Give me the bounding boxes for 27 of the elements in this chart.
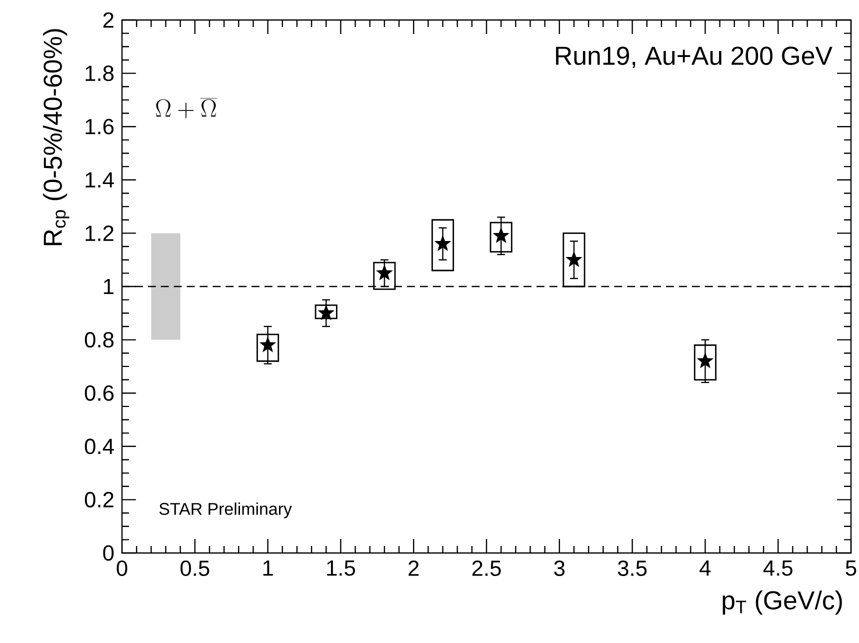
y-tick-label: 0.6 bbox=[84, 385, 114, 401]
x-tick-label: 4.5 bbox=[763, 560, 792, 576]
y-tick-label: 1.6 bbox=[86, 118, 114, 134]
x-tick-label: 3 bbox=[554, 560, 565, 576]
y-tick-label: 1.2 bbox=[86, 226, 114, 241]
x-tick-label: 0 bbox=[116, 560, 128, 576]
x-tick-label: 2 bbox=[408, 560, 419, 576]
x-tick-label: 5 bbox=[846, 560, 856, 576]
annotation: $\Omega + \overline{\Omega}$ bbox=[156, 98, 217, 118]
y-tick-label: 0 bbox=[103, 545, 114, 561]
y-tick-label: 2 bbox=[103, 12, 114, 28]
y-tick-label: 1.8 bbox=[86, 66, 114, 82]
annotation: STAR Preliminary bbox=[159, 502, 292, 518]
y-tick-label: 1.4 bbox=[86, 172, 114, 188]
y-tick-label: 0.4 bbox=[84, 438, 114, 454]
y-tick-label: 0.8 bbox=[84, 332, 114, 348]
x-tick-label: 1 bbox=[263, 560, 273, 576]
x-tick-label: 2.5 bbox=[472, 560, 501, 576]
y-tick-label: 0.2 bbox=[84, 492, 114, 508]
annotation: Run19, Au+Au 200 GeV bbox=[556, 46, 832, 68]
y-tick-label: 1 bbox=[104, 278, 114, 294]
x-tick-label: 4 bbox=[700, 560, 711, 576]
x-axis-title: p$_{T}$ (GeV/c) bbox=[722, 590, 842, 615]
x-tick-label: 3.5 bbox=[618, 560, 647, 576]
y-axis-title: R$_{cp}$ (0-5%/40-60%) bbox=[42, 29, 70, 246]
x-tick-label: 0.5 bbox=[180, 560, 210, 576]
x-tick-label: 1.5 bbox=[327, 560, 356, 576]
